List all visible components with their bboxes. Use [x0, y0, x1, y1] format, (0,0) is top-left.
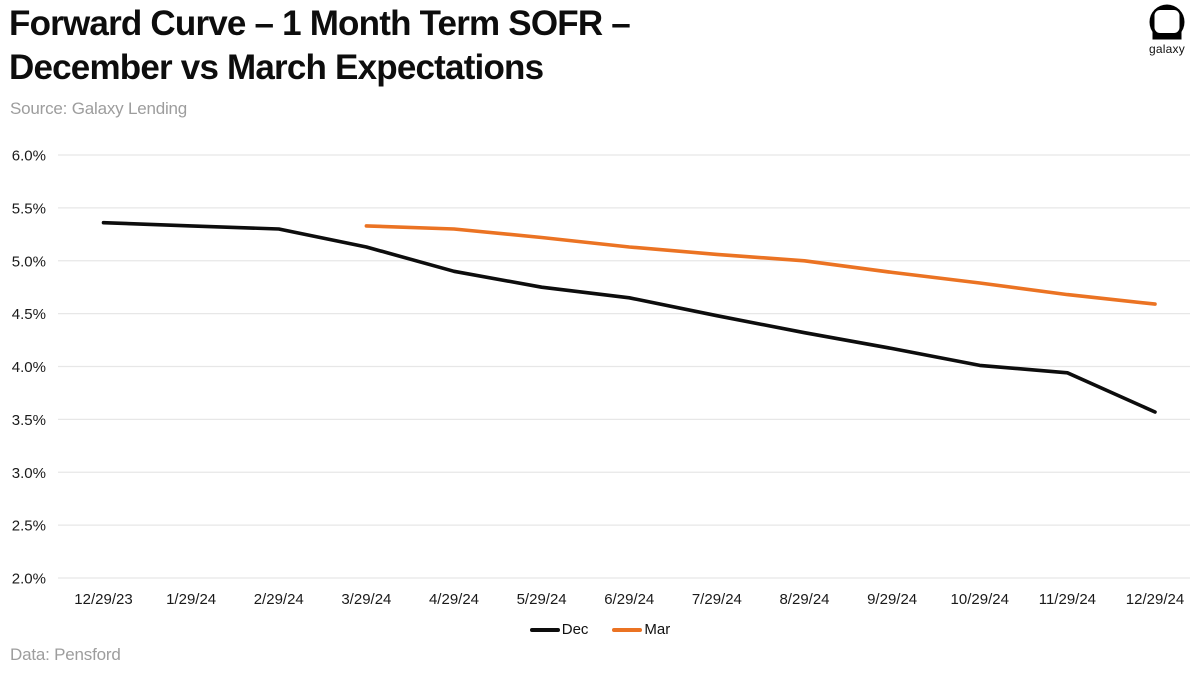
x-tick-label: 12/29/24: [1126, 591, 1184, 608]
x-tick-label: 4/29/24: [429, 591, 479, 608]
y-tick-label: 3.5%: [12, 412, 46, 429]
x-tick-label: 9/29/24: [867, 591, 917, 608]
x-tick-label: 6/29/24: [604, 591, 654, 608]
mar-series-line: [364, 224, 1157, 306]
page-title: Forward Curve – 1 Month Term SOFR – Dece…: [9, 2, 631, 90]
y-tick-label: 4.0%: [12, 359, 46, 376]
legend-label-dec: Dec: [561, 621, 589, 638]
page-title-line1: Forward Curve – 1 Month Term SOFR –: [9, 4, 631, 43]
page-title-line2: December vs March Expectations: [9, 48, 544, 87]
x-tick-label: 10/29/24: [951, 591, 1009, 608]
galaxy-logo-text: galaxy: [1149, 42, 1185, 56]
legend-swatch-dec: [529, 627, 560, 632]
legend-label-mar: Mar: [644, 621, 671, 638]
x-tick-label: 2/29/24: [254, 591, 304, 608]
galaxy-logo-icon: [1149, 4, 1185, 40]
x-tick-label: 11/29/24: [1039, 591, 1096, 608]
dec-series-line: [101, 220, 1157, 414]
galaxy-logo: galaxy: [1139, 4, 1195, 56]
data-credit: Data: Pensford: [10, 645, 121, 664]
y-tick-label: 5.0%: [12, 253, 46, 270]
forward-curve-chart: 2.0% 2.5% 3.0% 3.5% 4.0% 4.5% 5.0% 5.5% 6.0% 12/2…: [12, 148, 1190, 608]
x-tick-label: 5/29/24: [517, 591, 567, 608]
y-tick-label: 2.0%: [12, 571, 46, 588]
legend-swatch-mar: [612, 627, 643, 632]
y-tick-label: 4.5%: [12, 306, 46, 323]
x-tick-label: 7/29/24: [692, 591, 742, 608]
x-tick-label: 1/29/24: [166, 591, 216, 608]
y-tick-label: 5.5%: [12, 200, 46, 217]
x-tick-label: 3/29/24: [341, 591, 391, 608]
y-tick-label: 3.0%: [12, 465, 46, 482]
y-tick-label: 6.0%: [12, 148, 46, 165]
x-tick-label: 8/29/24: [779, 591, 829, 608]
x-tick-label: 12/29/23: [74, 591, 132, 608]
legend-item-mar: Mar: [612, 621, 670, 638]
y-tick-label: 2.5%: [12, 518, 46, 535]
chart-legend: Dec Mar: [0, 621, 1200, 638]
source-note: Source: Galaxy Lending: [10, 99, 188, 118]
legend-item-dec: Dec: [529, 621, 589, 638]
